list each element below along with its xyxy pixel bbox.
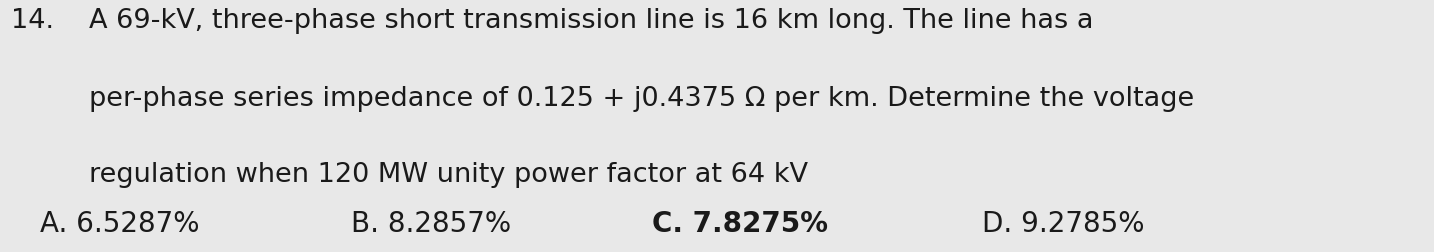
Text: 14.: 14. <box>11 8 54 34</box>
Text: B. 8.2857%: B. 8.2857% <box>351 209 512 237</box>
Text: D. 9.2785%: D. 9.2785% <box>982 209 1144 237</box>
Text: A. 6.5287%: A. 6.5287% <box>40 209 199 237</box>
Text: C. 7.8275%: C. 7.8275% <box>652 209 829 237</box>
Text: per-phase series impedance of 0.125 + j0.4375 Ω per km. Determine the voltage: per-phase series impedance of 0.125 + j0… <box>89 86 1195 112</box>
Text: regulation when 120 MW unity power factor at 64 kV: regulation when 120 MW unity power facto… <box>89 161 807 187</box>
Text: A 69-kV, three-phase short transmission line is 16 km long. The line has a: A 69-kV, three-phase short transmission … <box>89 8 1093 34</box>
